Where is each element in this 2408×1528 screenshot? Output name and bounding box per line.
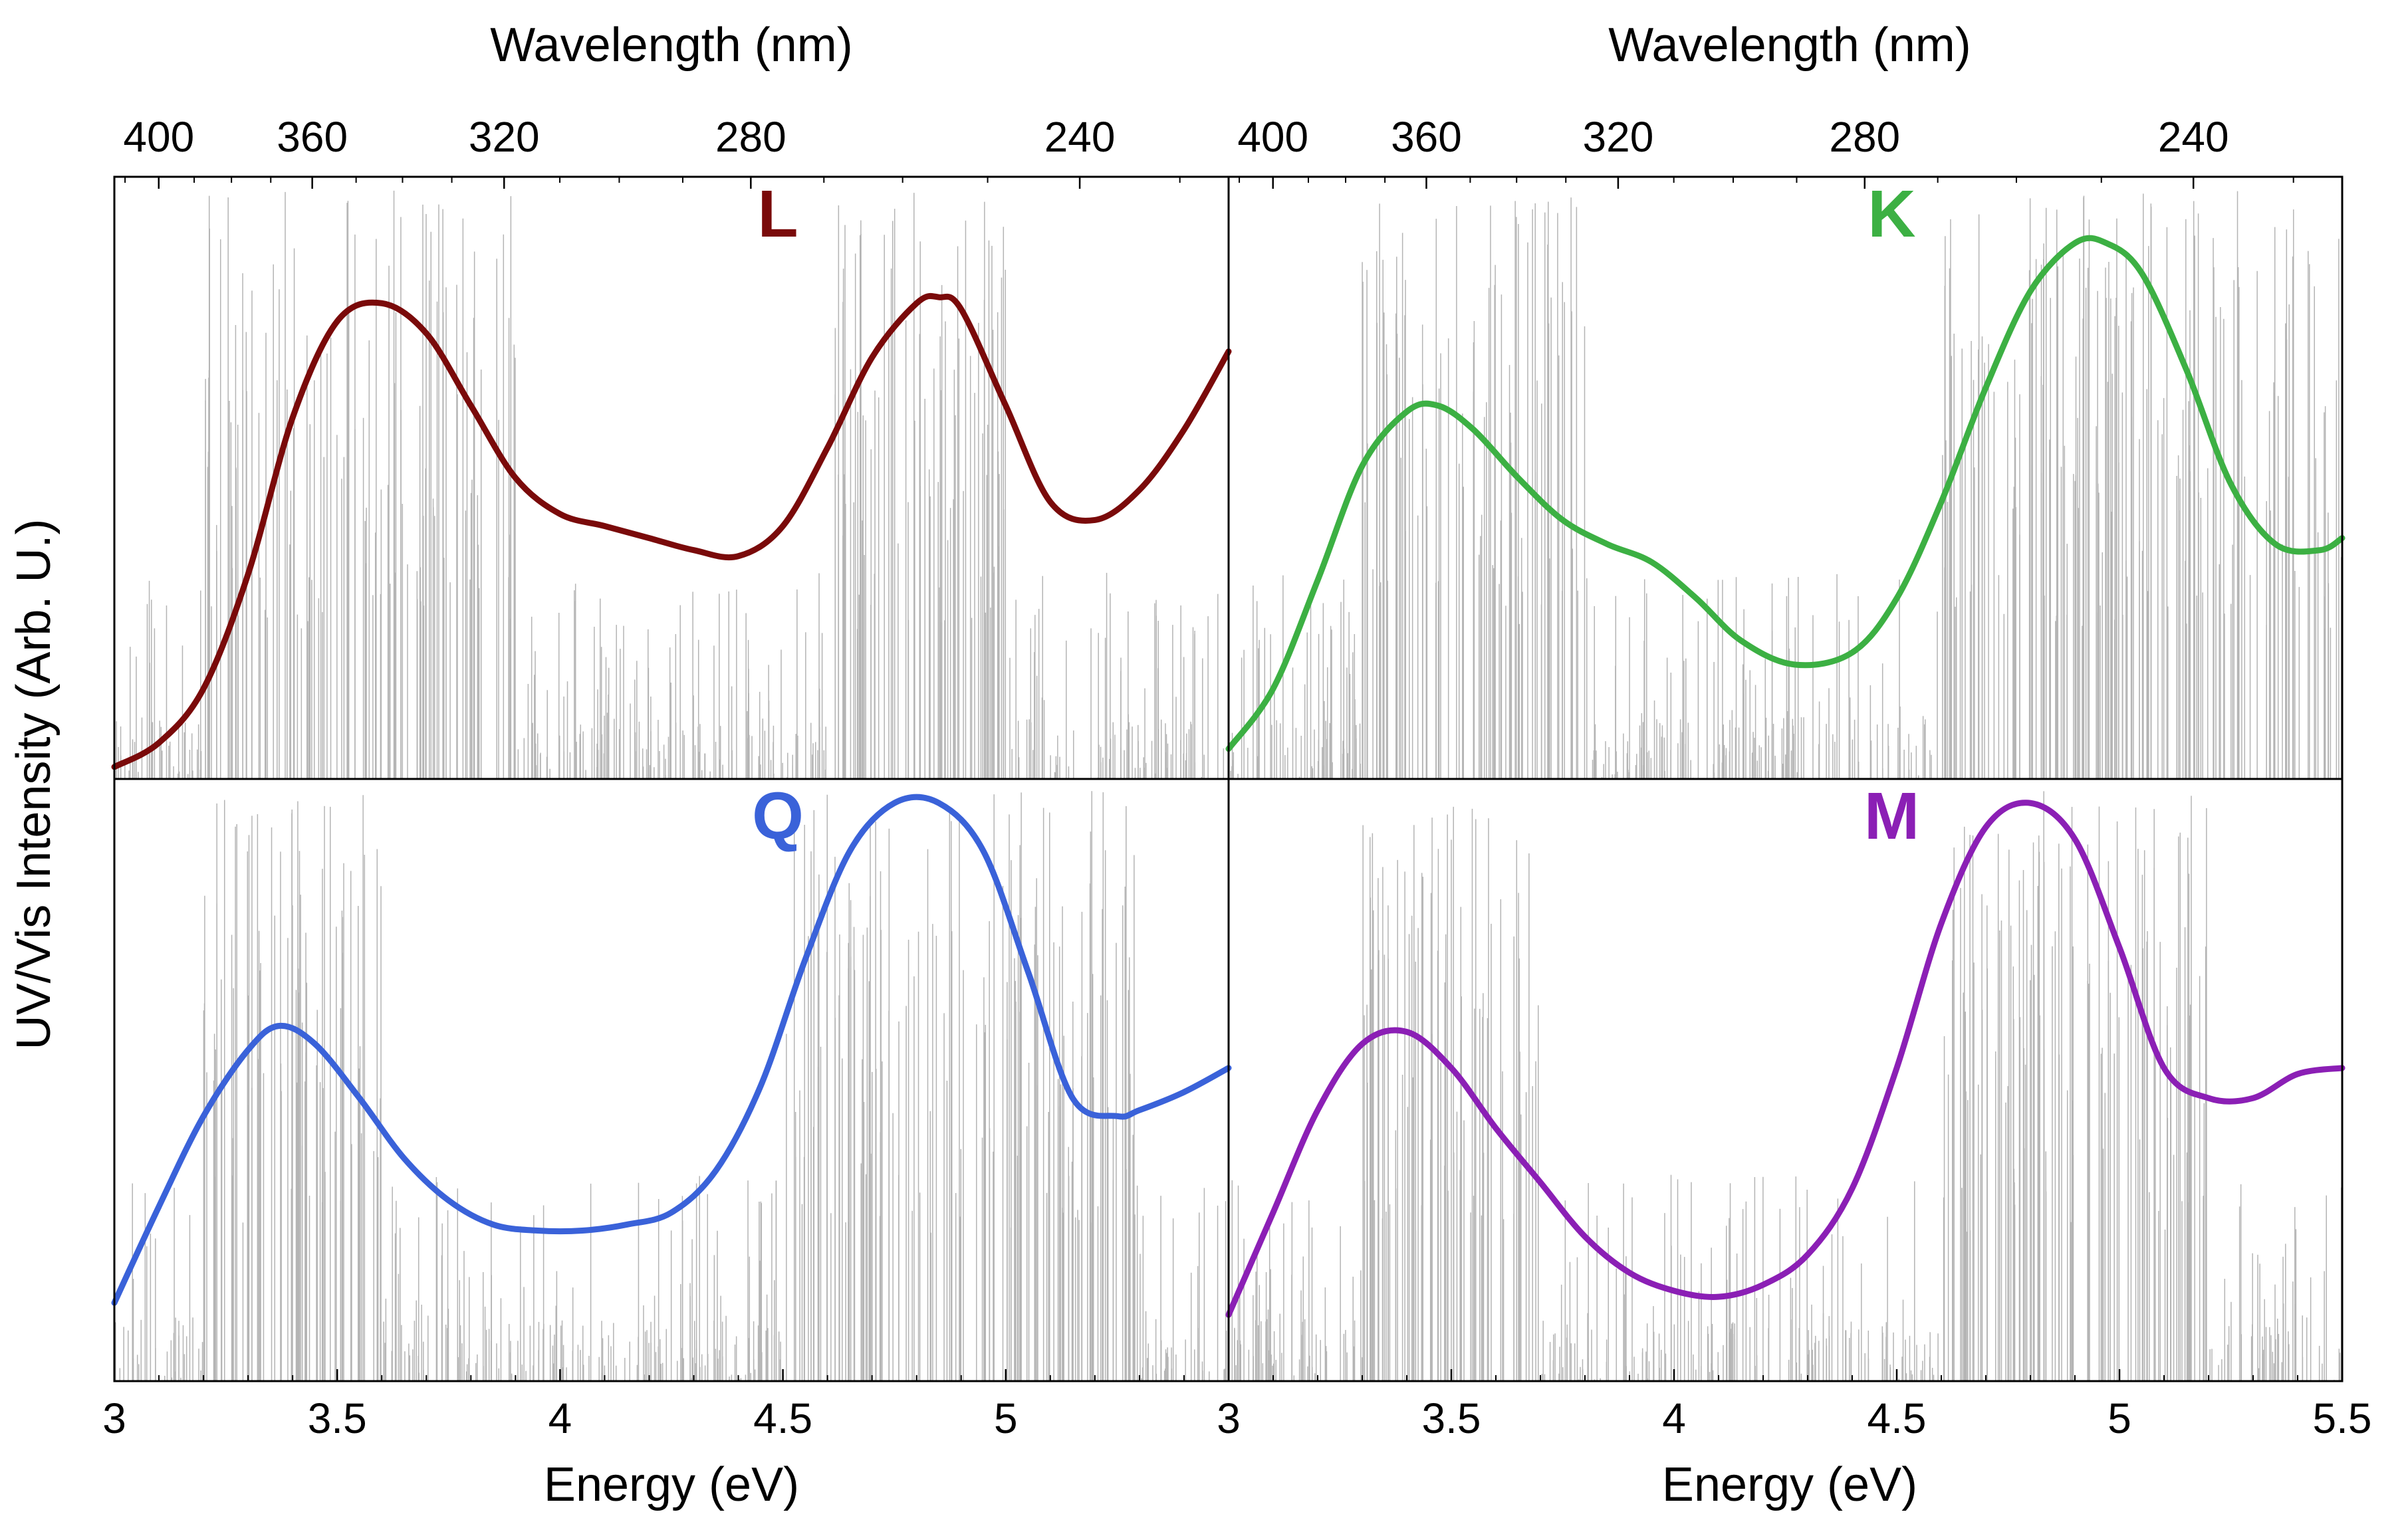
panel-label-l: L [757,177,798,251]
x-tick-label: 3.5 [308,1394,367,1442]
x-axis-title-right: Energy (eV) [1662,1458,1917,1511]
spectrum-curves [111,235,2346,1318]
x-tick-label: 3.5 [1422,1394,1481,1442]
x-tick-label: 5 [2107,1394,2131,1442]
axis-ticks [113,177,2344,1381]
curve-q [111,794,1232,1306]
curve-m [1225,800,2346,1318]
top-axis-title-left: Wavelength (nm) [490,19,853,72]
tick-labels: 400 360 320 280 240 400 360 320 280 240 3 3.5 4 4.5 5 3… [102,113,2371,1442]
x2-tick-label: 400 [123,113,194,161]
x-tick-label: 4.5 [753,1394,812,1442]
panel-frames [113,175,2344,1382]
stick-group-m [1231,791,2342,1381]
panel-label-q: Q [752,779,804,853]
panel-labels: L K Q M [752,177,1919,853]
x2-tick-label: 400 [1237,113,1308,161]
x2-tick-label: 320 [1583,113,1654,161]
x-tick-label: 3 [102,1394,126,1442]
x2-tick-label: 240 [1044,113,1116,161]
x-axis-title-left: Energy (eV) [544,1458,799,1511]
stick-group-l [114,190,1225,779]
x-tick-label: 4 [548,1394,572,1442]
x2-tick-label: 320 [469,113,540,161]
panel-label-k: K [1867,177,1915,251]
x2-tick-label: 280 [715,113,786,161]
y-axis-title: UV/Vis Intensity (Arb. U.) [7,519,60,1050]
panel-frame-m [1227,778,2344,1382]
curve-k [1225,235,2346,752]
x-tick-label: 4.5 [1867,1394,1927,1442]
stick-group-q [115,791,1227,1381]
panel-frame-l [113,175,1230,780]
stick-group-k [1230,191,2342,779]
x2-tick-label: 280 [1829,113,1900,161]
x2-tick-label: 360 [1391,113,1462,161]
top-axis-title-right: Wavelength (nm) [1608,19,1971,72]
x-tick-label: 4 [1662,1394,1686,1442]
x-tick-label: 5.5 [2313,1394,2372,1442]
x2-tick-label: 360 [277,113,348,161]
stick-spectra [114,190,2342,1381]
x2-tick-label: 240 [2158,113,2229,161]
x-tick-label: 3 [1217,1394,1241,1442]
x-tick-label: 5 [994,1394,1018,1442]
panel-label-m: M [1864,779,1919,853]
curve-l [111,292,1232,770]
